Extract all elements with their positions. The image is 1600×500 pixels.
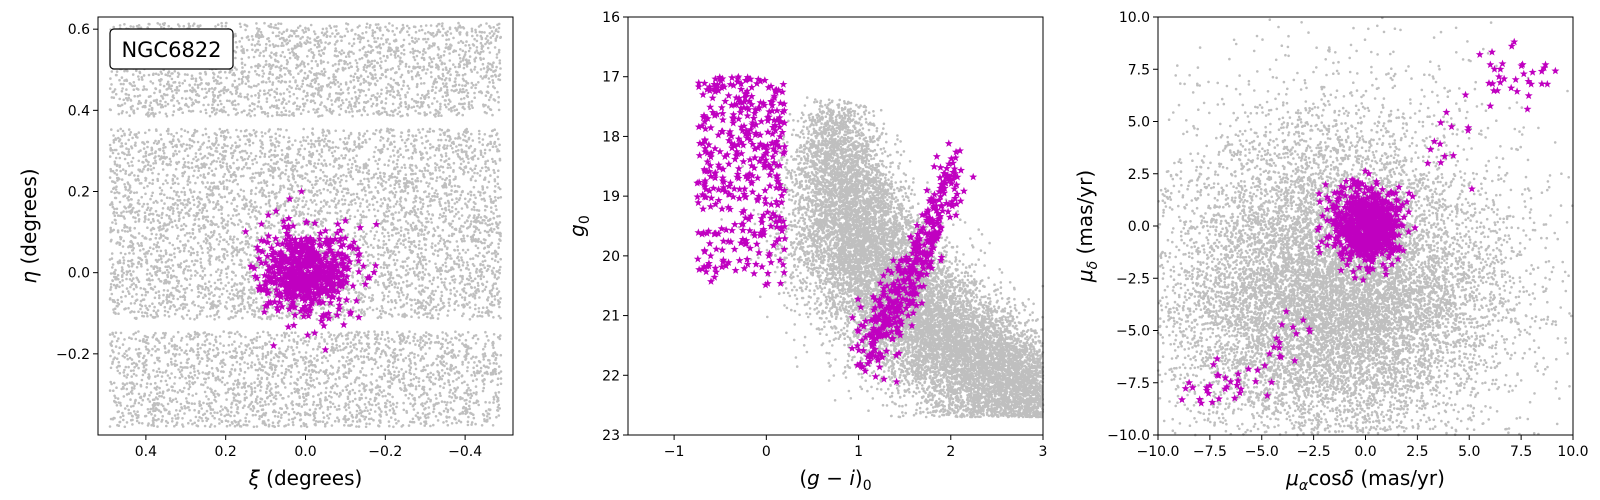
x-tick-label: 0.0 xyxy=(294,444,316,460)
series-0-dot-markers xyxy=(108,21,503,429)
x-tick-label: −5.0 xyxy=(1245,444,1279,460)
panel-cmd-xlabel: (g − i)0 xyxy=(799,466,871,494)
y-tick-label: 5.0 xyxy=(1128,115,1150,131)
panel-cmd-ylabel: g0 xyxy=(565,215,593,237)
y-tick-label: 10.0 xyxy=(1119,10,1150,26)
panel-sky: 0.4 0.2 0.0 −0.2 −0.4 −0.2 0.0 0.2 0.4 0.6 NGC682… xyxy=(17,16,514,490)
x-tick-label: 10.0 xyxy=(1557,444,1588,460)
panel-pm-points xyxy=(1156,16,1574,437)
x-tick-label: −7.5 xyxy=(1193,444,1227,460)
y-tick-label: 16 xyxy=(602,10,620,26)
y-tick-label: −10.0 xyxy=(1107,428,1150,444)
panel-sky-points xyxy=(108,21,503,429)
y-tick-label: −2.5 xyxy=(1116,271,1150,287)
y-tick-label: −0.2 xyxy=(56,347,90,363)
series-1-star-markers xyxy=(693,72,789,289)
x-tick-label: 0.4 xyxy=(135,444,157,460)
y-tick-label: 0.6 xyxy=(68,22,90,38)
x-tick-label: 0 xyxy=(762,444,771,460)
panel-pm-xlabel: μαcosδ (mas/yr) xyxy=(1285,466,1445,494)
series-2-star-markers xyxy=(848,139,978,386)
panel-cmd-frame xyxy=(627,16,1044,436)
y-tick-label: 0.4 xyxy=(68,103,90,119)
y-tick-label: 0.0 xyxy=(1128,219,1150,235)
annotation-label: NGC6822 xyxy=(121,38,221,62)
x-tick-label: −10.0 xyxy=(1137,444,1180,460)
y-tick-label: 18 xyxy=(602,129,620,145)
panel-sky-annotation-box: NGC6822 xyxy=(109,28,234,70)
y-tick-label: 22 xyxy=(602,368,620,384)
panel-cmd-points xyxy=(693,72,1045,419)
y-tick-label: 0.2 xyxy=(68,185,90,201)
x-tick-label: −2.5 xyxy=(1297,444,1331,460)
y-tick-label: 2.5 xyxy=(1128,167,1150,183)
panel-sky-ylabel: η (degrees) xyxy=(17,168,41,283)
panel-pm-ylabel: μδ (mas/yr) xyxy=(1073,170,1101,283)
panel-pm-ticks: −10.0 −7.5 −5.0 −2.5 0.0 2.5 5.0 7.5 10.0 −10.0 −7… xyxy=(1107,10,1588,460)
panel-pm: −10.0 −7.5 −5.0 −2.5 0.0 2.5 5.0 7.5 10.0 −10.0 −7… xyxy=(1073,10,1589,494)
series-1-star-markers xyxy=(1178,37,1560,407)
y-tick-label: 21 xyxy=(602,309,620,325)
x-tick-label: −0.4 xyxy=(448,444,482,460)
y-tick-label: 17 xyxy=(602,70,620,86)
x-tick-label: 2 xyxy=(946,444,955,460)
y-tick-label: 20 xyxy=(602,249,620,265)
x-tick-label: 5.0 xyxy=(1458,444,1480,460)
panel-sky-ticks: 0.4 0.2 0.0 −0.2 −0.4 −0.2 0.0 0.2 0.4 0.6 xyxy=(56,22,482,460)
y-tick-label: 23 xyxy=(602,428,620,444)
annotation-frame xyxy=(109,28,234,70)
panel-sky-xlabel: ξ (degrees) xyxy=(248,466,363,490)
x-tick-label: 3 xyxy=(1039,444,1048,460)
x-tick-label: 0.2 xyxy=(215,444,237,460)
y-tick-label: −7.5 xyxy=(1116,376,1150,392)
series-1-star-markers xyxy=(241,187,381,354)
y-tick-label: −5.0 xyxy=(1116,324,1150,340)
y-tick-label: 0.0 xyxy=(68,266,90,282)
x-tick-label: 1 xyxy=(854,444,863,460)
x-tick-label: −0.2 xyxy=(368,444,402,460)
x-tick-label: −1 xyxy=(664,444,685,460)
x-tick-label: 0.0 xyxy=(1354,444,1376,460)
y-tick-label: 7.5 xyxy=(1128,62,1150,78)
x-tick-label: 2.5 xyxy=(1406,444,1428,460)
y-tick-label: 19 xyxy=(602,189,620,205)
x-tick-label: 7.5 xyxy=(1510,444,1532,460)
